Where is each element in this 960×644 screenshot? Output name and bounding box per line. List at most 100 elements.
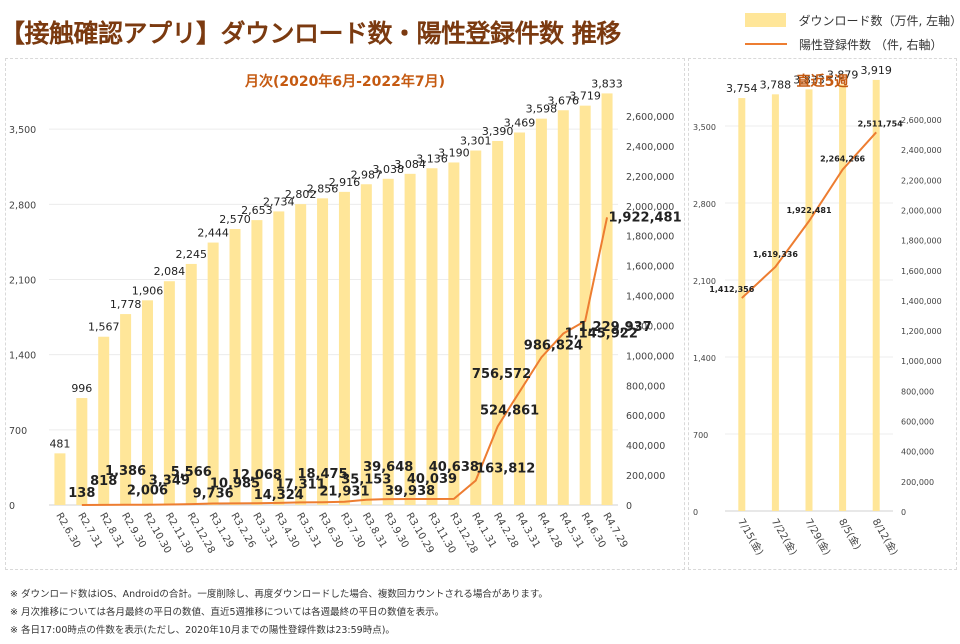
bar-data-label: 1,906 (132, 284, 164, 297)
line-data-label: 5,566 (171, 465, 212, 480)
line-data-label: 40,039 (407, 472, 457, 487)
bar-data-label: 3,598 (526, 103, 558, 116)
line-data-label: 10,985 (210, 476, 260, 491)
bar-data-label: 2,653 (241, 204, 273, 217)
left-axis-tick: 2,100 (9, 276, 36, 287)
right-axis-tick: 200,000 (626, 471, 665, 482)
right-axis-tick: 2,400,000 (901, 146, 942, 155)
right-axis-tick: 0 (901, 508, 906, 517)
line-data-label: 17,311 (276, 477, 326, 492)
bar (601, 93, 613, 505)
chart-legend: ダウンロード数（万件, 左軸） 陽性登録件数 （件, 右軸） (745, 8, 960, 56)
bar (535, 118, 547, 505)
right-axis-tick: 1,000,000 (901, 357, 942, 366)
legend-item-downloads: ダウンロード数（万件, 左軸） (745, 8, 960, 32)
line-data-label: 18,475 (297, 467, 347, 482)
left-axis-tick: 0 (9, 501, 15, 512)
bar-data-label: 1,567 (88, 321, 120, 334)
line-data-label: 2,006 (127, 484, 168, 499)
line-data-label: 1,386 (105, 464, 146, 479)
x-axis-label: 8/5(金) (836, 516, 864, 552)
right-axis-tick: 600,000 (626, 411, 665, 422)
bar-data-label: 3,833 (591, 77, 623, 90)
footnote: ※ 各日17:00時点の件数を表示(ただし、2020年10月までの陽性登録件数は… (10, 625, 395, 636)
bar (251, 220, 263, 505)
bar-data-label: 2,245 (176, 248, 208, 261)
bar (98, 336, 110, 505)
right-axis-tick: 1,400,000 (901, 297, 942, 306)
right-axis-tick: 1,400,000 (626, 292, 674, 303)
bar (360, 184, 372, 505)
left-axis-tick: 700 (693, 431, 708, 440)
bar (54, 453, 66, 505)
x-axis-label: 7/22(金) (769, 516, 800, 557)
bar (207, 242, 219, 505)
bar-data-label: 3,754 (726, 82, 758, 95)
left-axis-tick: 3,500 (693, 123, 716, 132)
right-axis-tick: 200,000 (901, 478, 934, 487)
bar (839, 84, 847, 511)
line-data-label: 9,736 (193, 487, 234, 502)
bar-data-label: 3,390 (482, 125, 514, 138)
bar-data-label: 3,038 (372, 163, 404, 176)
bar-data-label: 3,919 (860, 64, 892, 77)
line-data-label: 21,931 (319, 485, 369, 500)
line-data-label: 14,324 (254, 488, 304, 503)
line-data-label: 138 (68, 486, 95, 501)
weekly-chart: 0 700 1,400 2,100 2,800 3,500 0 200,000 400,000 6… (693, 64, 942, 558)
x-axis-label: 8/12(金) (870, 516, 901, 557)
line-data-label: 3,349 (149, 473, 190, 488)
line-data-label: 39,648 (363, 460, 413, 475)
line-data-label: 986,824 (524, 338, 583, 353)
bar (382, 178, 394, 505)
monthly-chart: 0 700 1,400 2,100 2,800 3,500 0 200,000 400,000 6… (9, 77, 682, 555)
right-axis-tick: 1,800,000 (901, 237, 942, 246)
line-data-label: 1,922,481 (608, 210, 681, 225)
bar (557, 110, 569, 505)
legend-label-positives: 陽性登録件数 （件, 右軸） (799, 37, 943, 52)
right-axis-tick: 0 (626, 501, 632, 512)
line-data-label: 163,812 (476, 461, 535, 476)
x-axis-label: 7/15(金) (735, 516, 766, 557)
bar-data-label: 2,916 (329, 176, 361, 189)
page-title: 【接触確認アプリ】ダウンロード数・陽性登録件数 推移 (0, 19, 621, 48)
bar-data-label: 3,136 (416, 152, 448, 165)
left-axis-tick: 2,800 (693, 200, 716, 209)
bar (470, 150, 482, 506)
left-axis-tick: 700 (9, 426, 27, 437)
bar (120, 314, 132, 505)
bar (492, 140, 504, 505)
legend-item-positives: 陽性登録件数 （件, 右軸） (745, 32, 960, 56)
right-axis-tick: 2,200,000 (626, 172, 674, 183)
right-axis-tick: 800,000 (901, 387, 934, 396)
bar-data-label: 996 (71, 382, 92, 395)
footnotes: ※ ダウンロード数はiOS、Androidの合計。一度削除し、再度ダウンロードし… (10, 586, 548, 640)
left-axis-tick: 2,800 (9, 200, 36, 211)
bar (229, 229, 241, 505)
bar-data-label: 3,084 (394, 158, 426, 171)
bar (448, 162, 460, 505)
right-axis-tick: 2,400,000 (626, 142, 674, 153)
right-axis-tick: 2,200,000 (901, 176, 942, 185)
line-data-label: 2,511,754 (858, 119, 903, 128)
bar-data-label: 3,719 (569, 90, 601, 103)
bar (317, 198, 329, 505)
legend-swatch-bar (745, 13, 787, 27)
right-axis-tick: 1,600,000 (626, 262, 674, 273)
bar-data-label: 2,734 (263, 195, 295, 208)
bar-data-label: 3,301 (460, 135, 492, 148)
bar (141, 300, 153, 505)
bar (404, 173, 416, 505)
left-axis-tick: 3,500 (9, 125, 36, 136)
line-data-label: 756,572 (472, 367, 531, 382)
bar (338, 191, 350, 505)
right-axis-tick: 1,200,000 (901, 327, 942, 336)
bar (771, 94, 779, 511)
legend-label-downloads: ダウンロード数（万件, 左軸） (798, 13, 960, 28)
left-axis-tick: 2,100 (693, 277, 716, 286)
bar-data-label: 2,570 (219, 213, 251, 226)
x-axis-label: 7/29(金) (802, 516, 833, 557)
legend-swatch-line (745, 43, 787, 45)
right-axis-tick: 800,000 (626, 381, 665, 392)
right-axis-tick: 2,600,000 (901, 116, 942, 125)
